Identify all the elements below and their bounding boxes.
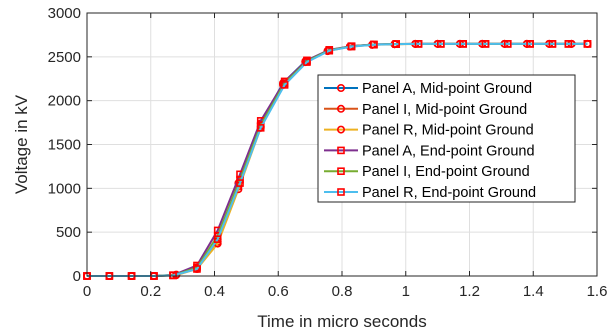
y-tick-label: 2000 — [48, 93, 81, 110]
data-point — [392, 40, 400, 48]
data-point — [370, 40, 378, 49]
data-point — [325, 46, 334, 55]
x-axis-title: Time in micro seconds — [257, 312, 426, 331]
x-tick-label: 0.2 — [140, 283, 161, 300]
axes-layer: 0 0.2 0.4 0.6 0.8 1 1.2 1.4 1.6 0 500 1000 1500 2000 2… — [48, 5, 608, 300]
legend-entry: Panel R, End-point Ground — [324, 185, 536, 201]
x-tick-label: 0.8 — [332, 283, 353, 300]
data-point — [459, 40, 467, 48]
legend-entry: Panel I, End-point Ground — [324, 164, 530, 180]
legend-label: Panel R, End-point Ground — [362, 185, 536, 201]
data-point — [280, 81, 289, 89]
data-point — [526, 40, 534, 48]
legend-marker — [337, 188, 345, 196]
x-tick-label: 1.4 — [523, 283, 544, 300]
legend-marker — [336, 84, 345, 93]
y-tick-label: 1000 — [48, 180, 81, 197]
data-point — [503, 40, 512, 48]
x-tick-label: 0.4 — [204, 283, 225, 300]
legend-entry: Panel A, End-point Ground — [324, 143, 535, 159]
legend-label: Panel A, End-point Ground — [362, 143, 535, 159]
legend: Panel A, Mid-point Ground Panel I, Mid-po… — [317, 74, 576, 203]
legend-entry: Panel I, Mid-point Ground — [324, 102, 527, 118]
legend-label: Panel R, Mid-point Ground — [362, 123, 534, 139]
x-tick-label: 1 — [402, 283, 410, 300]
data-point — [236, 179, 244, 187]
data-point — [548, 40, 557, 48]
legend-label: Panel I, Mid-point Ground — [362, 102, 527, 118]
y-tick-label: 2500 — [48, 49, 81, 66]
data-point — [481, 40, 490, 48]
x-tick-label: 1.6 — [587, 283, 608, 300]
data-point — [303, 58, 311, 66]
y-tick-label: 1500 — [48, 137, 81, 154]
data-point — [437, 40, 445, 48]
legend-entry: Panel A, Mid-point Ground — [324, 81, 532, 97]
legend-label: Panel I, End-point Ground — [362, 164, 530, 180]
data-point — [256, 124, 265, 132]
data-point — [193, 265, 201, 273]
y-tick-label: 0 — [73, 268, 81, 285]
y-tick-label: 500 — [56, 224, 81, 241]
x-tick-label: 1.2 — [459, 283, 480, 300]
legend-entry: Panel R, Mid-point Ground — [324, 123, 534, 139]
x-tick-label: 0 — [83, 283, 91, 300]
data-point — [414, 40, 423, 48]
data-point — [564, 40, 573, 48]
data-point — [583, 40, 592, 48]
data-point — [213, 235, 222, 243]
x-tick-label: 0.6 — [268, 283, 289, 300]
legend-marker — [336, 125, 345, 134]
legend-label: Panel A, Mid-point Ground — [362, 81, 532, 97]
y-tick-label: 3000 — [48, 5, 81, 22]
y-axis-title: Voltage in kV — [12, 94, 31, 194]
data-point — [169, 271, 177, 280]
data-point — [347, 42, 356, 51]
legend-box — [317, 74, 576, 203]
legend-marker — [337, 146, 345, 155]
legend-marker — [337, 167, 345, 175]
legend-marker — [336, 104, 345, 113]
